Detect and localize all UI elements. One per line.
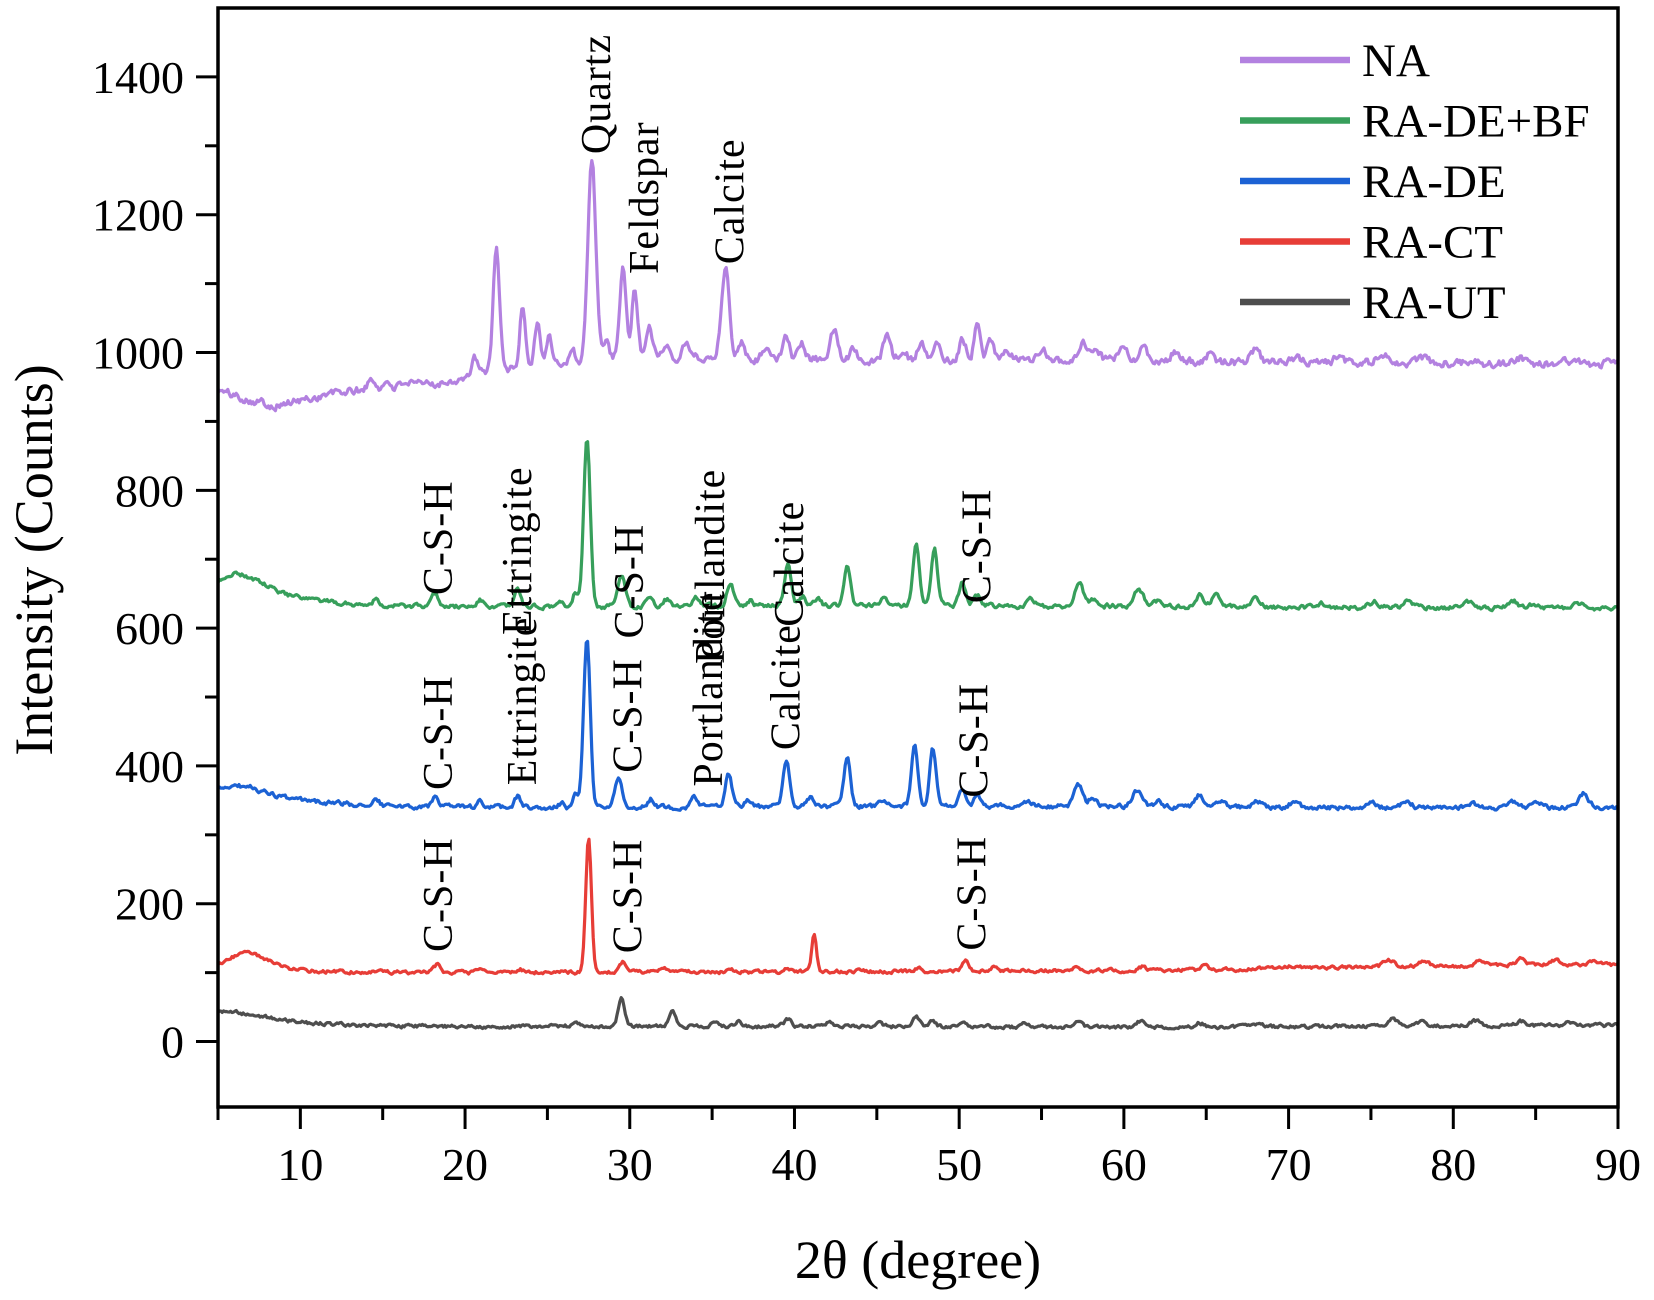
peak-annotation: C-S-H bbox=[416, 480, 462, 595]
x-tick-label: 10 bbox=[277, 1139, 323, 1190]
x-tick-label: 40 bbox=[771, 1139, 817, 1190]
y-tick-label: 1200 bbox=[92, 190, 184, 241]
x-tick-label: 50 bbox=[936, 1139, 982, 1190]
legend: NA RA-DE+BF RA-DE RA-CT RA-UT bbox=[1240, 35, 1590, 329]
legend-label-RA-DE: RA-DE bbox=[1362, 156, 1506, 208]
peak-annotation: C-S-H bbox=[950, 836, 996, 951]
peak-annotation: Quartz bbox=[574, 34, 620, 154]
peak-annotation: C-S-H bbox=[416, 675, 462, 790]
curve-RA-DE bbox=[218, 639, 1618, 812]
peak-annotation: Calcite bbox=[708, 138, 754, 264]
peak-annotation: Portlandite bbox=[686, 591, 732, 786]
x-tick-label: 20 bbox=[442, 1139, 488, 1190]
peak-annotation: Portlandite bbox=[688, 469, 734, 664]
x-axis-title: 2θ (degree) bbox=[795, 1230, 1041, 1290]
legend-label-RA-DE+BF: RA-DE+BF bbox=[1362, 96, 1590, 148]
axes-layer: 10 20 30 40 50 60 70 80 90 0 200 400 600 800 1000 1200 1… bbox=[92, 6, 1641, 1190]
peak-annotation: C-S-H bbox=[606, 658, 652, 773]
peak-annotation: Calcite bbox=[764, 624, 810, 750]
legend-label-RA-UT: RA-UT bbox=[1362, 277, 1506, 329]
peak-annotation: C-S-H bbox=[606, 839, 652, 954]
legend-label-RA-CT: RA-CT bbox=[1362, 217, 1503, 269]
curve-RA-CT bbox=[218, 837, 1618, 976]
y-tick-label: 800 bbox=[115, 465, 184, 516]
legend-label-NA: NA bbox=[1362, 35, 1430, 87]
peak-annotation: C-S-H bbox=[416, 837, 462, 952]
peak-annotation: Feldspar bbox=[622, 121, 668, 274]
curve-RA-DE+BF bbox=[218, 440, 1618, 613]
y-tick-label: 200 bbox=[115, 879, 184, 930]
curve-NA bbox=[218, 159, 1618, 413]
peak-annotation: C-S-H bbox=[951, 683, 997, 798]
y-tick-label: 0 bbox=[161, 1017, 184, 1068]
y-tick-label: 400 bbox=[115, 741, 184, 792]
peak-annotation: Calcite bbox=[767, 501, 813, 627]
peak-annotation: C-S-H bbox=[955, 489, 1001, 604]
peak-annotation: Ettringite bbox=[500, 617, 546, 786]
x-tick-label: 70 bbox=[1266, 1139, 1312, 1190]
x-tick-label: 90 bbox=[1595, 1139, 1641, 1190]
x-tick-label: 30 bbox=[607, 1139, 653, 1190]
series-layer bbox=[218, 159, 1618, 1031]
y-tick-label: 600 bbox=[115, 603, 184, 654]
peak-annotation: C-S-H bbox=[607, 524, 653, 639]
x-tick-label: 60 bbox=[1101, 1139, 1147, 1190]
y-tick-label: 1000 bbox=[92, 328, 184, 379]
y-axis-title: Intensity (Counts) bbox=[4, 364, 64, 755]
plot-border bbox=[216, 6, 1620, 1109]
curve-RA-UT bbox=[218, 996, 1618, 1031]
y-tick-label: 1400 bbox=[92, 52, 184, 103]
x-tick-label: 80 bbox=[1430, 1139, 1476, 1190]
peak-annotation: Ettringite bbox=[495, 466, 541, 635]
